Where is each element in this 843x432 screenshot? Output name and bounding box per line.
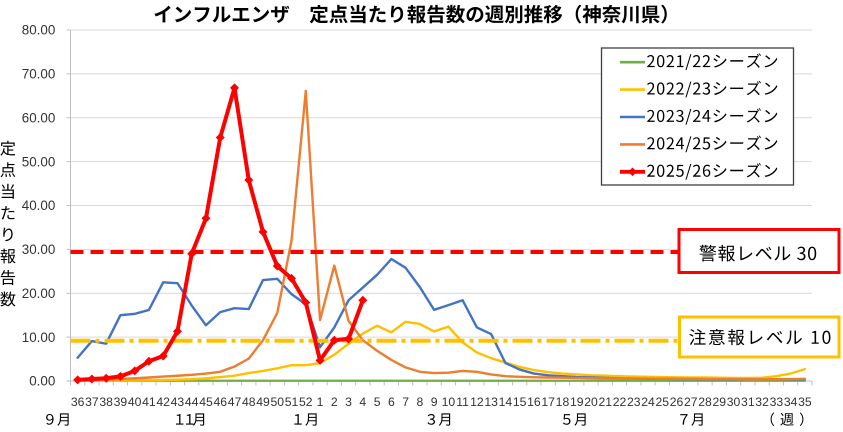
svg-text:17: 17 (541, 395, 555, 409)
svg-text:31: 31 (741, 395, 755, 409)
svg-text:43: 43 (171, 395, 185, 409)
svg-text:25: 25 (655, 395, 669, 409)
svg-text:45: 45 (199, 395, 213, 409)
svg-text:50.00: 50.00 (22, 154, 56, 169)
svg-text:24: 24 (641, 395, 655, 409)
svg-text:4: 4 (359, 395, 366, 409)
svg-text:7: 7 (402, 395, 409, 409)
svg-text:41: 41 (142, 395, 156, 409)
svg-text:19: 19 (570, 395, 584, 409)
svg-text:50: 50 (270, 395, 284, 409)
svg-text:52: 52 (299, 395, 313, 409)
svg-text:51: 51 (285, 395, 299, 409)
svg-text:13: 13 (484, 395, 498, 409)
svg-text:40.00: 40.00 (22, 198, 56, 213)
svg-text:14: 14 (499, 395, 513, 409)
svg-text:40: 40 (128, 395, 142, 409)
svg-text:3: 3 (345, 395, 352, 409)
svg-text:47: 47 (228, 395, 242, 409)
svg-text:49: 49 (256, 395, 270, 409)
svg-text:38: 38 (99, 395, 113, 409)
svg-text:2: 2 (331, 395, 338, 409)
svg-text:9: 9 (431, 395, 438, 409)
svg-text:18: 18 (556, 395, 570, 409)
svg-text:21: 21 (598, 395, 612, 409)
svg-text:15: 15 (513, 395, 527, 409)
svg-text:42: 42 (156, 395, 170, 409)
svg-text:6: 6 (388, 395, 395, 409)
svg-text:12: 12 (470, 395, 484, 409)
svg-text:37: 37 (85, 395, 99, 409)
svg-text:10.00: 10.00 (22, 330, 56, 345)
svg-text:0.00: 0.00 (29, 374, 55, 389)
svg-text:34: 34 (784, 395, 798, 409)
svg-text:23: 23 (627, 395, 641, 409)
svg-text:30: 30 (727, 395, 741, 409)
svg-text:8: 8 (416, 395, 423, 409)
svg-text:46: 46 (213, 395, 227, 409)
svg-text:11: 11 (456, 395, 469, 409)
svg-text:33: 33 (770, 395, 784, 409)
svg-text:35: 35 (798, 395, 812, 409)
svg-text:16: 16 (527, 395, 541, 409)
svg-text:39: 39 (114, 395, 128, 409)
svg-text:70.00: 70.00 (22, 67, 56, 82)
svg-text:48: 48 (242, 395, 256, 409)
svg-text:60.00: 60.00 (22, 110, 56, 125)
svg-text:27: 27 (684, 395, 698, 409)
svg-text:22: 22 (613, 395, 627, 409)
svg-text:20: 20 (584, 395, 598, 409)
svg-text:32: 32 (755, 395, 769, 409)
svg-text:5: 5 (374, 395, 381, 409)
svg-text:26: 26 (670, 395, 684, 409)
svg-text:80.00: 80.00 (22, 23, 56, 38)
svg-text:28: 28 (698, 395, 712, 409)
svg-text:30.00: 30.00 (22, 242, 56, 257)
svg-text:1: 1 (317, 395, 324, 409)
svg-text:44: 44 (185, 395, 199, 409)
svg-text:10: 10 (442, 395, 456, 409)
svg-text:20.00: 20.00 (22, 286, 56, 301)
svg-text:36: 36 (71, 395, 85, 409)
svg-text:29: 29 (713, 395, 727, 409)
